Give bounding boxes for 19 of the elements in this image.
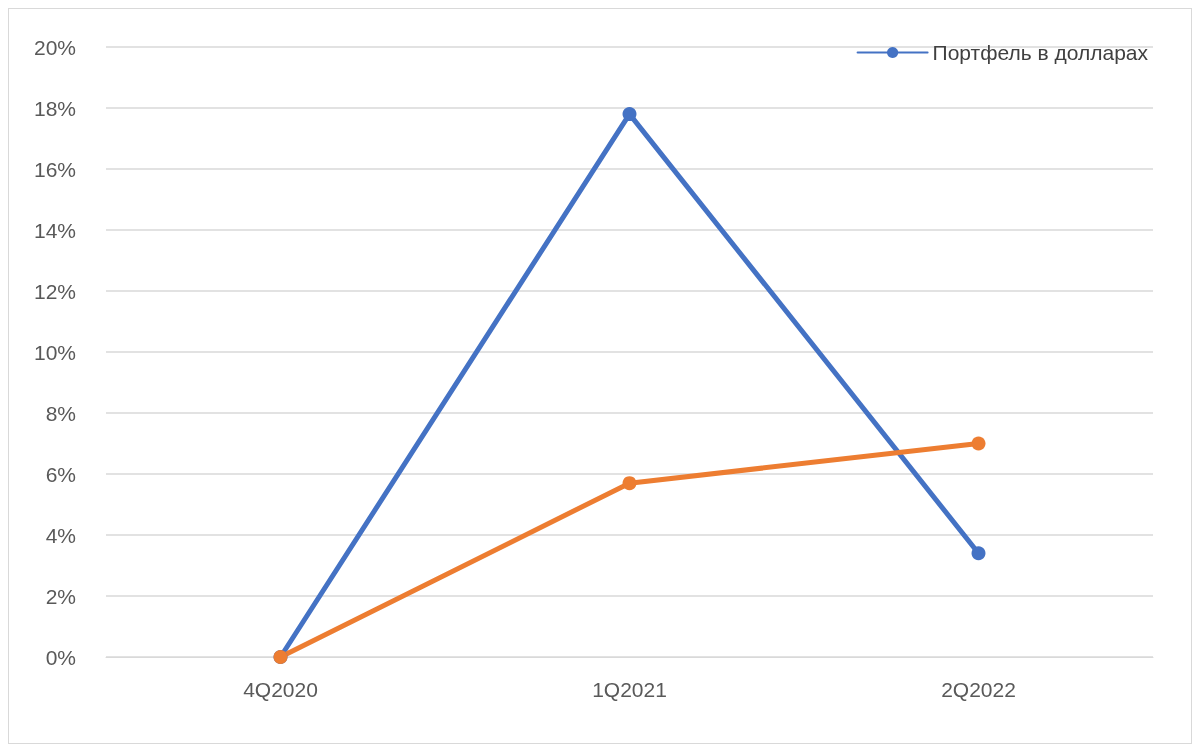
x-tick-label: 4Q2020 xyxy=(243,678,318,701)
point xyxy=(971,546,986,561)
y-tick-label: 2% xyxy=(45,584,76,608)
y-tick-label: 8% xyxy=(45,401,76,425)
y-tick-label: 20% xyxy=(33,35,76,59)
y-tick-label: 14% xyxy=(33,218,76,242)
y-tick-label: 12% xyxy=(33,279,76,303)
y-tick-label: 6% xyxy=(45,462,76,486)
point xyxy=(622,107,637,122)
y-tick-label: 18% xyxy=(33,96,76,120)
point xyxy=(622,476,637,491)
y-tick-label: 16% xyxy=(33,157,76,181)
y-tick-label: 4% xyxy=(45,523,76,547)
y-tick-label: 10% xyxy=(33,340,76,364)
x-tick-label: 2Q2022 xyxy=(941,678,1016,701)
x-tick-label: 1Q2021 xyxy=(592,678,667,701)
y-tick-label: 0% xyxy=(45,645,76,669)
legend-label: Портфель в долларах xyxy=(932,41,1149,64)
point xyxy=(971,436,986,451)
